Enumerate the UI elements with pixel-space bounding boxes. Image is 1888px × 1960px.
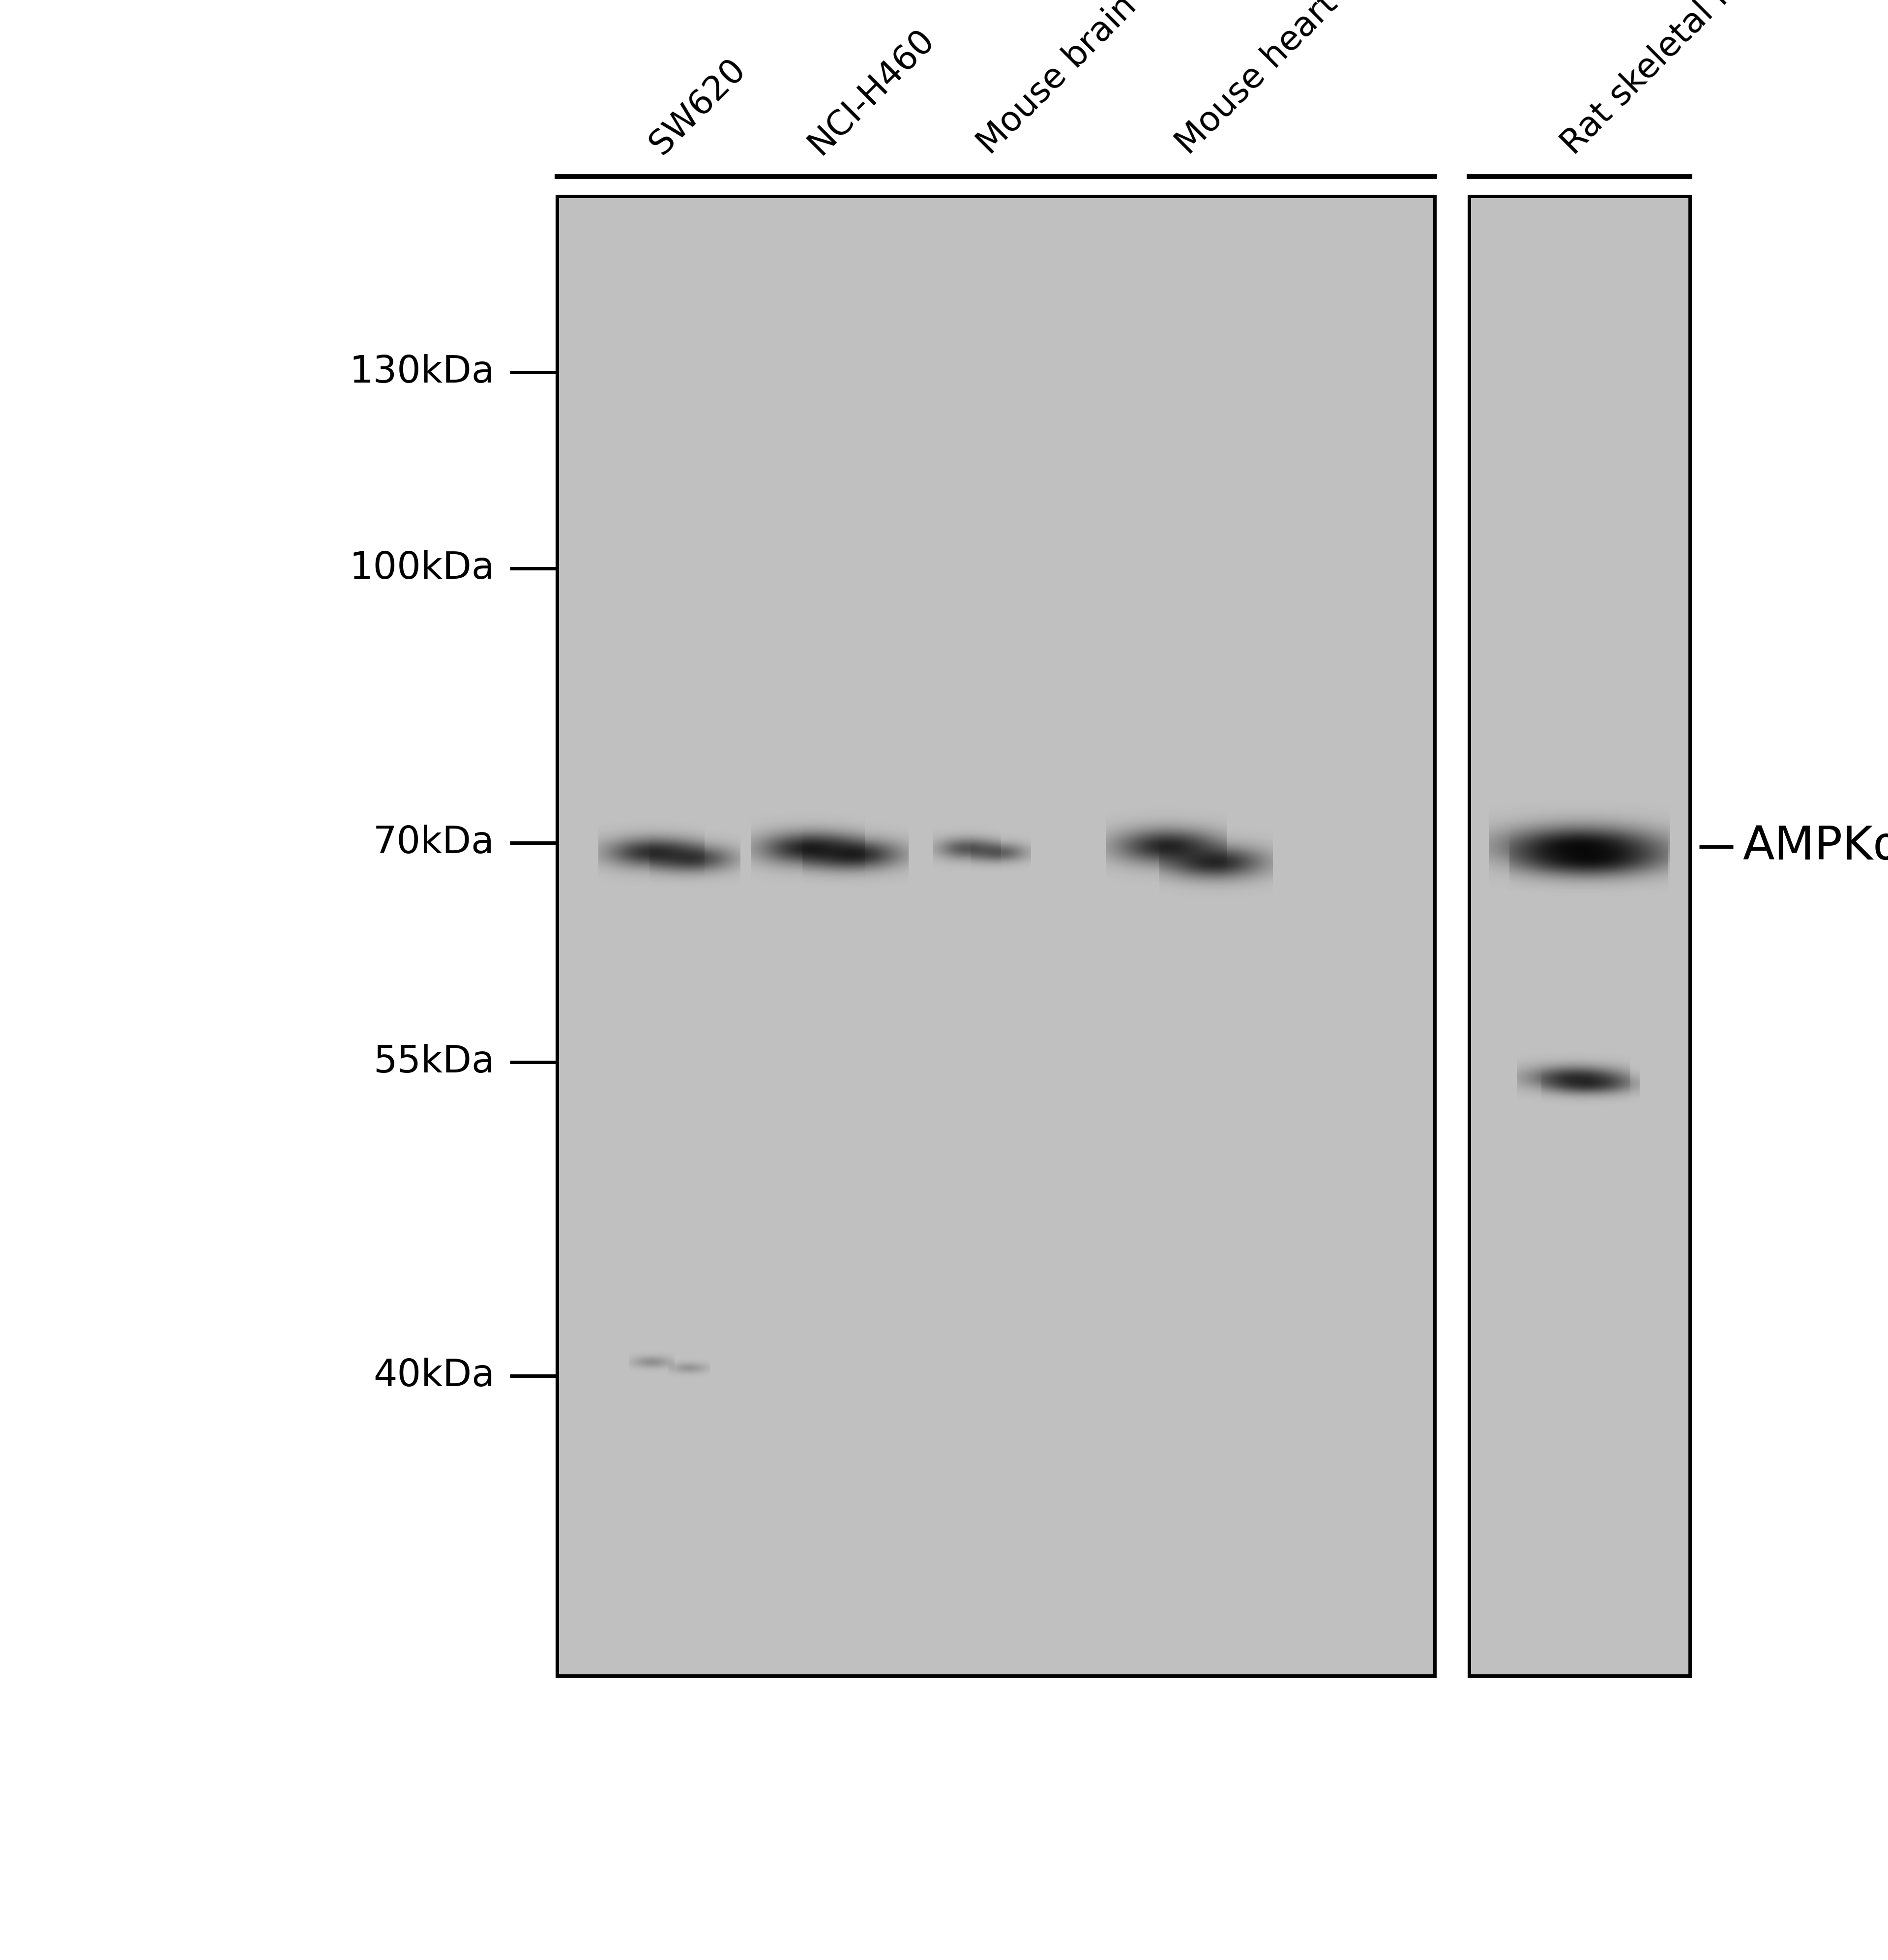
Text: 70kDa: 70kDa (374, 825, 495, 860)
Text: NCI-H460: NCI-H460 (802, 22, 940, 161)
Text: AMPKα2: AMPKα2 (1743, 823, 1888, 870)
Text: SW620: SW620 (644, 53, 751, 161)
Text: 40kDa: 40kDa (374, 1358, 495, 1394)
Text: Rat skeletal muscle: Rat skeletal muscle (1556, 0, 1814, 161)
Text: Mouse heart: Mouse heart (1171, 0, 1344, 161)
Text: 55kDa: 55kDa (374, 1045, 495, 1080)
Text: 100kDa: 100kDa (349, 551, 495, 586)
Text: Mouse brain: Mouse brain (972, 0, 1142, 161)
Text: 130kDa: 130kDa (349, 355, 495, 390)
Bar (1469, 196, 1690, 1676)
Bar (557, 196, 1435, 1676)
